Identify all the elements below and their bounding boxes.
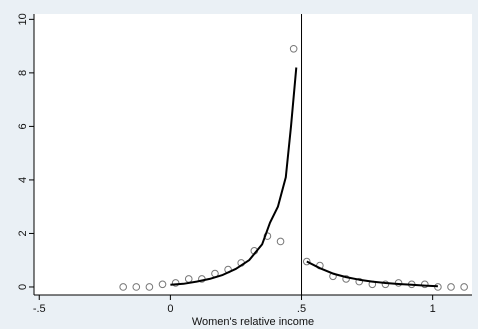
- scatter-point: [276, 237, 285, 246]
- scatter-point: [302, 257, 311, 266]
- y-tick-label: 10: [17, 13, 29, 25]
- x-axis-title: Women's relative income: [192, 316, 314, 328]
- x-tick-label: .5: [297, 303, 306, 315]
- scatter-point: [460, 283, 468, 291]
- y-tick-label: 8: [17, 70, 29, 76]
- scatter-point: [420, 280, 429, 289]
- y-tick-label: 2: [17, 230, 29, 236]
- scatter-point: [158, 280, 167, 289]
- y-tick-label: 6: [17, 123, 29, 129]
- scatter-point: [119, 283, 127, 291]
- fitted-line-1: [170, 67, 298, 286]
- scatter-point: [381, 280, 390, 289]
- scatter-point: [342, 275, 350, 283]
- scatter-point: [289, 44, 298, 53]
- x-tick-label: 1: [430, 303, 436, 315]
- scatter-point: [132, 283, 141, 291]
- y-tick-label: 4: [17, 177, 29, 183]
- scatter-point: [145, 283, 154, 291]
- y-tick-label: 0: [17, 284, 29, 290]
- scatter-point: [447, 283, 455, 291]
- x-tick-label: 0: [167, 303, 173, 315]
- scatter-point: [171, 279, 180, 287]
- chart-marks: 0 2 4 6 8 10 -.5 0 .5 1 Women's relative income: [17, 13, 472, 328]
- x-tick-label: -.5: [33, 303, 46, 315]
- plot-area: [34, 14, 472, 295]
- fitted-line-2: [306, 260, 438, 288]
- scatter-point: [355, 277, 364, 286]
